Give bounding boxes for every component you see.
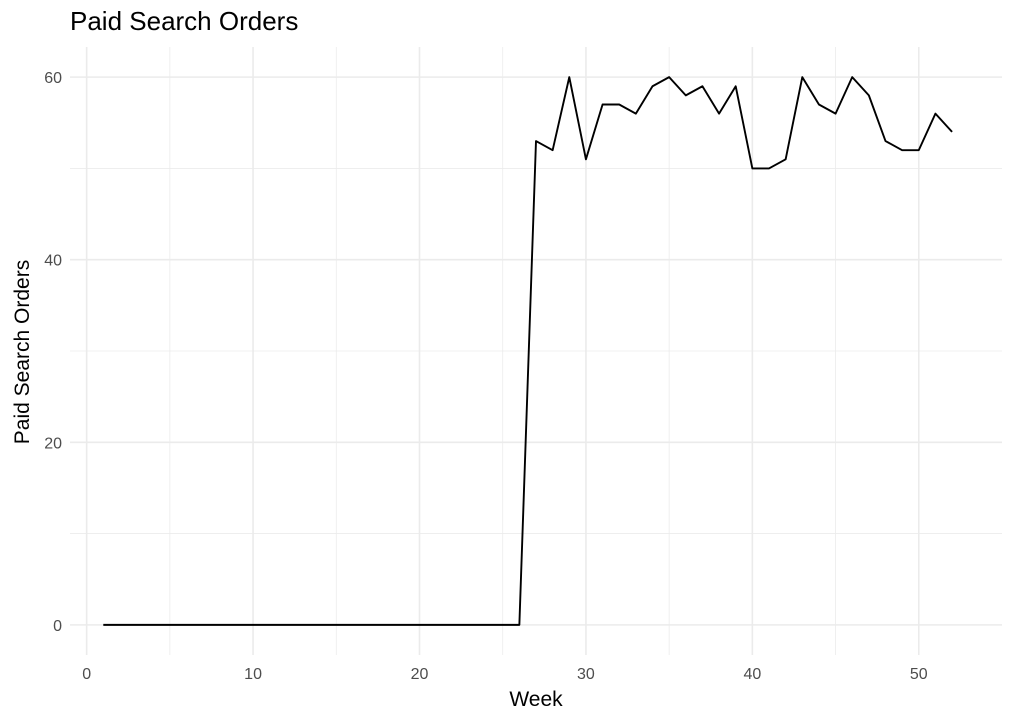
- y-axis-title: Paid Search Orders: [11, 260, 34, 444]
- y-tick-label: 0: [53, 618, 62, 635]
- chart-title: Paid Search Orders: [70, 6, 299, 36]
- series-line: [103, 76, 953, 626]
- y-tick-labels: 0 20 40 60: [44, 70, 62, 635]
- x-tick-label: 10: [244, 666, 262, 683]
- y-tick-label: 60: [44, 70, 62, 87]
- series-layer: [103, 76, 953, 626]
- x-tick-label: 0: [82, 666, 91, 683]
- x-tick-label: 50: [910, 666, 928, 683]
- x-tick-label: 20: [411, 666, 429, 683]
- x-tick-labels: 0 10 20 30 40 50: [82, 666, 928, 683]
- x-tick-label: 30: [577, 666, 595, 683]
- x-tick-label: 40: [743, 666, 761, 683]
- minor-gridlines: [70, 47, 1002, 655]
- x-axis-title: Week: [509, 688, 563, 711]
- major-gridlines: [70, 47, 1002, 655]
- y-tick-label: 40: [44, 253, 62, 270]
- y-tick-label: 20: [44, 435, 62, 452]
